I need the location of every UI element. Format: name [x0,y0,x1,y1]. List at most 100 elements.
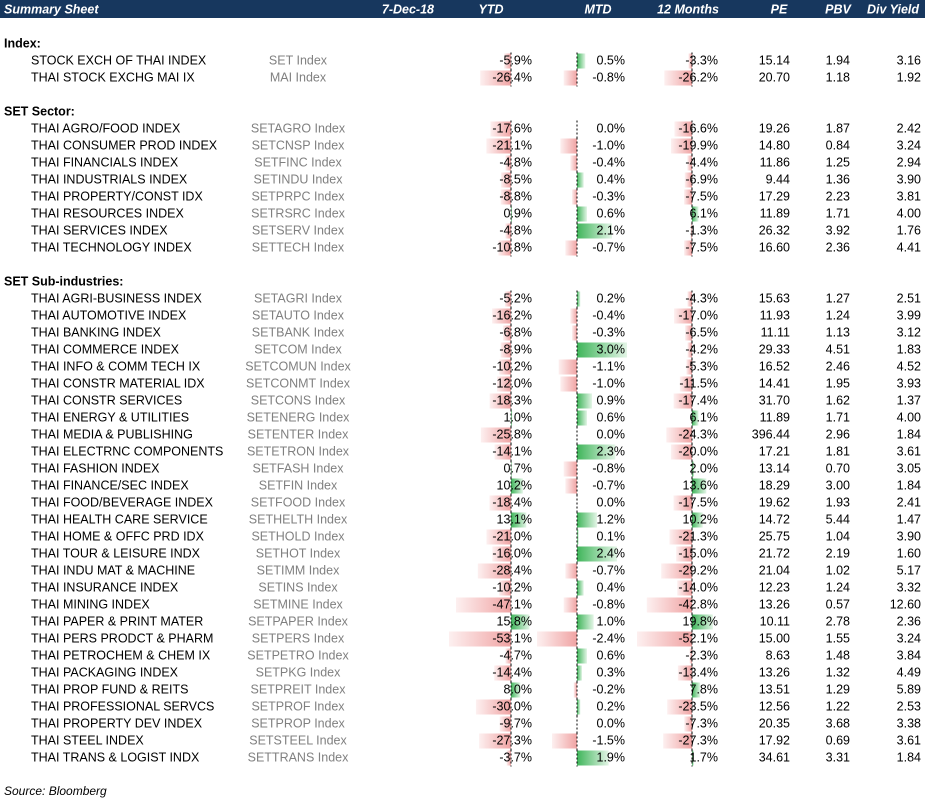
data-bar [577,699,581,715]
metric-value: 0.69 [826,733,850,747]
data-bar [480,70,511,86]
data-bar [565,478,577,494]
data-bar [492,546,511,562]
percent-value: -1.1% [592,359,625,373]
percent-value: -53.1% [492,631,532,645]
ticker: SETCONMT Index [246,376,351,390]
header-bar [0,0,925,18]
index-name: THAI INSURANCE INDEX [31,580,179,594]
data-bar [692,682,701,698]
metric-value: 9.44 [766,172,790,186]
metric-value: 2.51 [897,291,921,305]
percent-value: -0.4% [592,155,625,169]
metric-value: 4.49 [897,665,921,679]
data-bar [692,750,694,766]
percent-value: 0.0% [597,495,626,509]
metric-value: 1.81 [826,444,850,458]
percent-value: -24.3% [678,427,718,441]
data-bar [577,53,586,69]
data-bar [572,189,577,205]
percent-value: -0.8% [592,70,625,84]
index-name: THAI TOUR & LEISURE INDX [31,546,201,560]
index-name: THAI SERVICES INDEX [31,223,168,237]
ticker: SETFINC Index [254,155,342,169]
data-bar [692,614,713,630]
percent-value: 0.2% [597,291,626,305]
metric-value: 0.57 [826,597,850,611]
data-bar [494,444,511,460]
data-bar [558,359,577,375]
data-bar [692,512,703,528]
column-header: Div Yield [867,2,919,16]
metric-value: 11.86 [760,155,790,169]
metric-value: 1.55 [826,631,850,645]
data-bar [637,631,692,647]
data-bar [692,478,707,494]
percent-value: -16.0% [492,546,532,560]
metric-value: 3.16 [897,53,921,67]
metric-value: 3.81 [897,189,921,203]
data-bar [677,665,692,681]
percent-value: -4.3% [685,291,718,305]
data-bar [480,427,511,443]
data-bar [565,240,577,256]
percent-value: -21.3% [678,529,718,543]
data-bar [685,325,692,341]
data-bar [573,682,577,698]
percent-value: -4.8% [499,155,532,169]
ticker: SETCOM Index [254,342,342,356]
ticker: SETAUTO Index [252,308,345,322]
percent-value: 10.2% [683,512,718,526]
ticker: SET Index [269,53,328,67]
percent-value: -6.8% [499,325,532,339]
metric-value: 18.29 [759,478,790,492]
metric-value: 10.11 [760,614,790,628]
metric-value: 2.19 [826,546,850,560]
data-bar [449,631,511,647]
data-bar [677,580,692,596]
metric-value: 14.80 [759,138,790,152]
metric-value: 11.93 [760,308,790,322]
data-bar [689,648,692,664]
metric-value: 15.14 [759,53,790,67]
index-name: THAI CONSTR MATERIAL IDX [31,376,205,390]
index-name: THAI HOME & OFFC PRD IDX [31,529,205,543]
data-bar [577,393,592,409]
percent-value: -3.3% [685,53,718,67]
sheet-title: Summary Sheet [4,2,99,16]
percent-value: -5.2% [499,291,532,305]
percent-value: -11.5% [679,376,718,390]
data-bar [686,359,692,375]
ticker: SETPAPER Index [248,614,349,628]
metric-value: 2.36 [897,614,921,628]
metric-value: 1.24 [826,580,850,594]
data-bar [489,393,511,409]
ticker: SETHOT Index [256,546,341,560]
data-bar [669,529,692,545]
percent-value: 1.0% [597,614,626,628]
index-name: THAI FINANCE/SEC INDEX [31,478,189,492]
ticker: SETAGRI Index [254,291,343,305]
data-bar [684,172,692,188]
index-name: STOCK EXCH OF THAI INDEX [31,53,207,67]
percent-value: 1.7% [690,750,719,764]
metric-value: 1.84 [897,750,921,764]
data-bar [477,563,511,579]
ticker: SETIMM Index [257,563,340,577]
percent-value: -20.0% [678,444,718,458]
data-bar [563,461,577,477]
ticker: SETPROP Index [251,716,345,730]
percent-value: 0.9% [504,206,533,220]
data-bar [577,512,597,528]
data-bar [486,529,511,545]
ticker: SETAGRO Index [251,121,346,135]
percent-value: -16.2% [492,308,532,322]
metric-value: 1.13 [826,325,850,339]
data-bar [674,121,692,137]
data-bar [679,376,692,392]
index-name: THAI RESOURCES INDEX [31,206,184,220]
percent-value: -9.7% [499,716,532,730]
percent-value: -0.2% [592,682,625,696]
metric-value: 5.17 [897,563,921,577]
